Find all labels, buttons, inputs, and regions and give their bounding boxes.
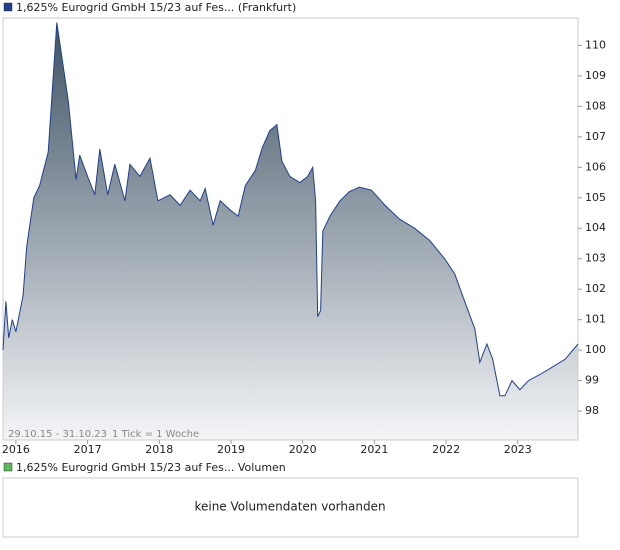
- legend-marker: [3, 462, 13, 472]
- y-tick-label: 107: [585, 130, 606, 143]
- y-tick-label: 110: [585, 38, 606, 51]
- x-tick-label: 2021: [360, 443, 388, 456]
- x-tick-label: 2017: [74, 443, 102, 456]
- y-tick-label: 101: [585, 313, 606, 326]
- legend-label: 1,625% Eurogrid GmbH 15/23 auf Fes... (F…: [16, 1, 296, 14]
- y-tick-label: 106: [585, 160, 606, 173]
- price-line: [2, 22, 579, 397]
- volume-frame: [2, 477, 579, 538]
- x-tick-label: 2022: [432, 443, 460, 456]
- x-tick-label: 2023: [504, 443, 532, 456]
- x-tick-label: 2020: [289, 443, 317, 456]
- y-tick-label: 100: [585, 343, 606, 356]
- volume-message: keine Volumendaten vorhanden: [194, 500, 385, 514]
- area-fill: [3, 22, 578, 440]
- plot-frame: [2, 17, 579, 441]
- y-tick-label: 99: [585, 374, 599, 387]
- y-tick-label: 98: [585, 404, 599, 417]
- volume-legend-label: 1,625% Eurogrid GmbH 15/23 auf Fes... Vo…: [16, 461, 286, 474]
- y-tick-label: 108: [585, 99, 606, 112]
- tick-info: 1 Tick = 1 Woche: [112, 429, 199, 440]
- y-tick-label: 109: [585, 69, 606, 82]
- x-tick-label: 2018: [145, 443, 173, 456]
- y-tick-label: 105: [585, 191, 606, 204]
- x-tick-label: 2016: [2, 443, 30, 456]
- x-tick-label: 2019: [217, 443, 245, 456]
- y-tick-label: 102: [585, 282, 606, 295]
- y-tick-label: 103: [585, 252, 606, 265]
- date-range: 29.10.15 - 31.10.23: [8, 429, 107, 440]
- legend-marker: [3, 2, 13, 12]
- y-tick-label: 104: [585, 221, 606, 234]
